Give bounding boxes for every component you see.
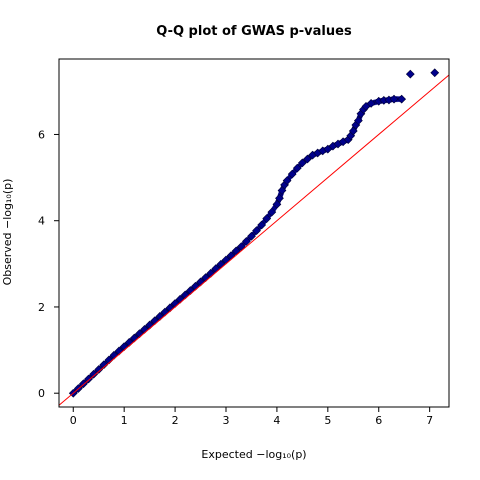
y-tick-label: 0 — [38, 387, 45, 400]
x-tick-label: 5 — [324, 414, 331, 427]
data-point — [89, 369, 99, 379]
x-tick-label: 7 — [426, 414, 433, 427]
data-point — [379, 96, 389, 105]
data-point — [252, 226, 261, 236]
x-axis-label: Expected −log₁₀(p) — [201, 448, 306, 461]
data-point — [94, 365, 104, 374]
data-point — [348, 126, 358, 136]
data-point — [366, 99, 376, 108]
plot-frame — [58, 58, 450, 408]
plot-area: 0 1 2 3 4 5 6 7 0 2 4 6 — [38, 58, 450, 427]
data-point — [389, 94, 399, 104]
x-tick-label: 4 — [273, 414, 280, 427]
data-point — [247, 231, 256, 241]
data-point — [287, 169, 297, 179]
data-point — [275, 193, 284, 203]
y-tick-label: 4 — [38, 215, 45, 228]
data-point — [282, 176, 292, 185]
x-tick-label: 0 — [70, 414, 77, 427]
x-tick-label: 2 — [172, 414, 179, 427]
data-point — [257, 220, 267, 230]
data-point — [397, 94, 407, 104]
data-point — [292, 163, 302, 173]
data-point — [99, 360, 109, 370]
data-point — [353, 116, 363, 126]
x-tick-label: 6 — [375, 414, 382, 427]
data-point — [231, 246, 241, 256]
y-tick-label: 2 — [38, 301, 45, 314]
data-point — [262, 214, 272, 223]
data-point — [297, 158, 307, 168]
data-point — [272, 199, 282, 209]
data-point — [236, 242, 246, 251]
data-point — [405, 69, 415, 79]
chart-title: Q-Q plot of GWAS p-values — [156, 24, 352, 39]
x-tick-label: 3 — [222, 414, 229, 427]
y-tick-label: 6 — [38, 128, 45, 141]
data-point — [303, 154, 312, 164]
data-point — [267, 207, 277, 217]
data-point — [84, 374, 93, 384]
y-axis-label: Observed −log₁₀(p) — [1, 179, 14, 286]
data-point — [430, 68, 440, 78]
data-point — [241, 237, 251, 246]
reference-line — [59, 74, 449, 406]
x-tick-label: 1 — [121, 414, 128, 427]
